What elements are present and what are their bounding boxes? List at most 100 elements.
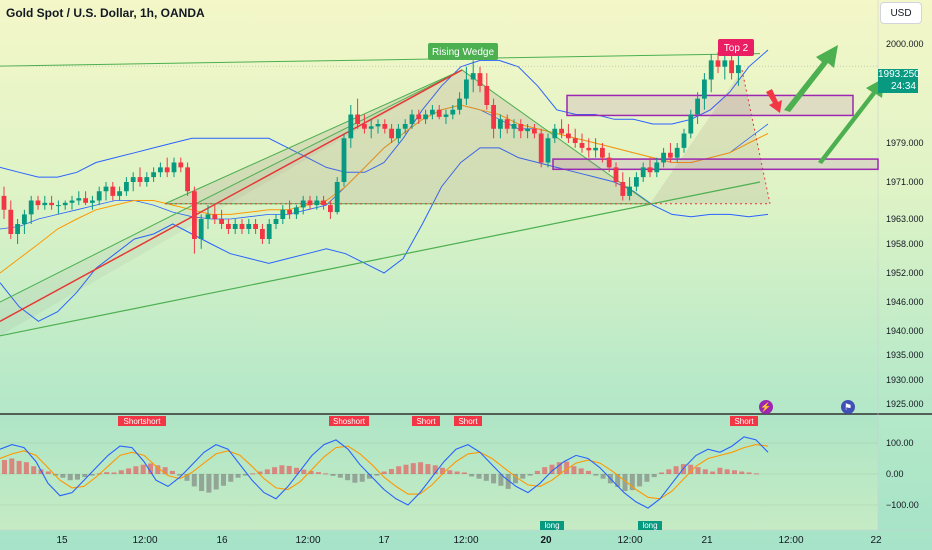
currency-button[interactable]: USD bbox=[880, 2, 922, 24]
chart-title: Gold Spot / U.S. Dollar, 1h, OANDA bbox=[6, 6, 205, 20]
histogram-bar bbox=[622, 474, 628, 492]
osc-tick-label: −100.00 bbox=[886, 500, 919, 510]
candle bbox=[504, 119, 510, 129]
wedge-lower-line bbox=[0, 181, 761, 337]
red-trendline bbox=[0, 69, 463, 322]
channel-line bbox=[0, 69, 463, 303]
lightning-icon[interactable]: ⚡ bbox=[759, 400, 773, 414]
long-label-bg bbox=[540, 521, 564, 530]
candle bbox=[491, 105, 496, 129]
candle bbox=[430, 109, 435, 115]
histogram-bar bbox=[148, 463, 153, 474]
candle bbox=[362, 124, 367, 129]
histogram-bar bbox=[374, 474, 380, 476]
histogram-bar bbox=[513, 474, 518, 484]
long-label: long bbox=[642, 521, 657, 530]
histogram-bar bbox=[746, 472, 752, 474]
candle bbox=[416, 114, 422, 120]
histogram-bar bbox=[710, 471, 716, 474]
time-tick-label: 12:00 bbox=[778, 535, 803, 546]
time-tick-label: 12:00 bbox=[453, 535, 478, 546]
price-tick-label: 1935.000 bbox=[886, 350, 924, 360]
candle bbox=[49, 202, 54, 206]
candle bbox=[110, 186, 116, 196]
candle bbox=[464, 79, 469, 99]
candle bbox=[341, 138, 347, 182]
histogram-bar bbox=[184, 474, 190, 481]
time-tick-label: 12:00 bbox=[617, 535, 642, 546]
histogram-bar bbox=[593, 474, 599, 476]
histogram-bar bbox=[403, 464, 409, 474]
histogram-bar bbox=[629, 474, 635, 491]
histogram-bar bbox=[367, 474, 372, 479]
candle bbox=[470, 73, 476, 80]
histogram-bar bbox=[410, 463, 416, 474]
histogram-bar bbox=[126, 468, 132, 474]
candle bbox=[28, 200, 34, 215]
time-tick-label: 21 bbox=[701, 535, 713, 546]
candle bbox=[552, 128, 558, 139]
candle bbox=[566, 133, 571, 139]
bollinger-bands bbox=[0, 49, 769, 322]
histogram-bar bbox=[388, 469, 394, 474]
candle bbox=[559, 128, 564, 134]
us-flag-icon[interactable]: ⚑ bbox=[841, 400, 855, 414]
price-tick-label: 1940.000 bbox=[886, 326, 924, 336]
time-axis[interactable]: 15 12:00 16 12:00 17 12:00 20 12:00 21 12:00 22 bbox=[56, 535, 882, 546]
candle bbox=[518, 124, 524, 132]
price-tick-label: 1971.000 bbox=[886, 177, 924, 187]
histogram-bar bbox=[162, 467, 168, 474]
histogram-bar bbox=[651, 474, 657, 478]
candle bbox=[56, 205, 61, 207]
candle bbox=[640, 167, 646, 178]
histogram-bar bbox=[82, 474, 88, 478]
candle bbox=[62, 202, 68, 206]
candle bbox=[151, 172, 156, 178]
candle bbox=[368, 126, 374, 129]
candle bbox=[22, 214, 27, 224]
histogram-bar bbox=[235, 474, 241, 478]
wedge-upper-line bbox=[0, 53, 761, 67]
candle bbox=[178, 162, 184, 168]
price-tick-label: 1979.000 bbox=[886, 138, 924, 148]
last-price-tag: 1993.250 bbox=[878, 69, 920, 81]
candle bbox=[158, 167, 163, 173]
candle bbox=[226, 224, 231, 229]
candle bbox=[627, 186, 632, 196]
histogram-bar bbox=[615, 474, 621, 488]
candle bbox=[593, 147, 598, 151]
histogram-bar bbox=[644, 474, 650, 482]
price-axis[interactable]: 2000.000 1979.000 1971.000 1963.000 1958.000… bbox=[886, 39, 924, 409]
candle bbox=[681, 133, 687, 148]
candle bbox=[144, 177, 150, 182]
histogram-bar bbox=[2, 460, 7, 474]
histogram-bar bbox=[359, 474, 365, 482]
long-label-bg bbox=[638, 521, 662, 530]
top2-label[interactable]: Top 2 bbox=[724, 43, 749, 54]
green-arrow-upper bbox=[784, 45, 838, 112]
rising-wedge-label[interactable]: Rising Wedge bbox=[432, 47, 495, 58]
histogram-bar bbox=[600, 474, 606, 479]
candle bbox=[613, 167, 619, 182]
histogram-bar bbox=[352, 474, 358, 483]
histogram-bar bbox=[520, 474, 526, 479]
bollinger-lower bbox=[0, 147, 769, 322]
histogram-bar bbox=[345, 474, 351, 481]
candle bbox=[164, 167, 170, 173]
candle bbox=[76, 198, 82, 201]
histogram-bar bbox=[45, 471, 51, 474]
histogram-bar bbox=[637, 474, 643, 487]
candle bbox=[348, 114, 354, 139]
histogram-bar bbox=[169, 470, 175, 474]
histogram-bar bbox=[432, 465, 438, 474]
time-tick-label: 17 bbox=[378, 535, 390, 546]
histogram-bar bbox=[534, 470, 540, 474]
candle bbox=[532, 128, 537, 134]
pattern-drawings bbox=[0, 45, 884, 337]
osc-tick-label: 100.00 bbox=[886, 438, 914, 448]
candle bbox=[579, 143, 585, 148]
candle bbox=[661, 152, 666, 163]
histogram-bar bbox=[315, 472, 321, 474]
moving-average bbox=[0, 104, 769, 274]
